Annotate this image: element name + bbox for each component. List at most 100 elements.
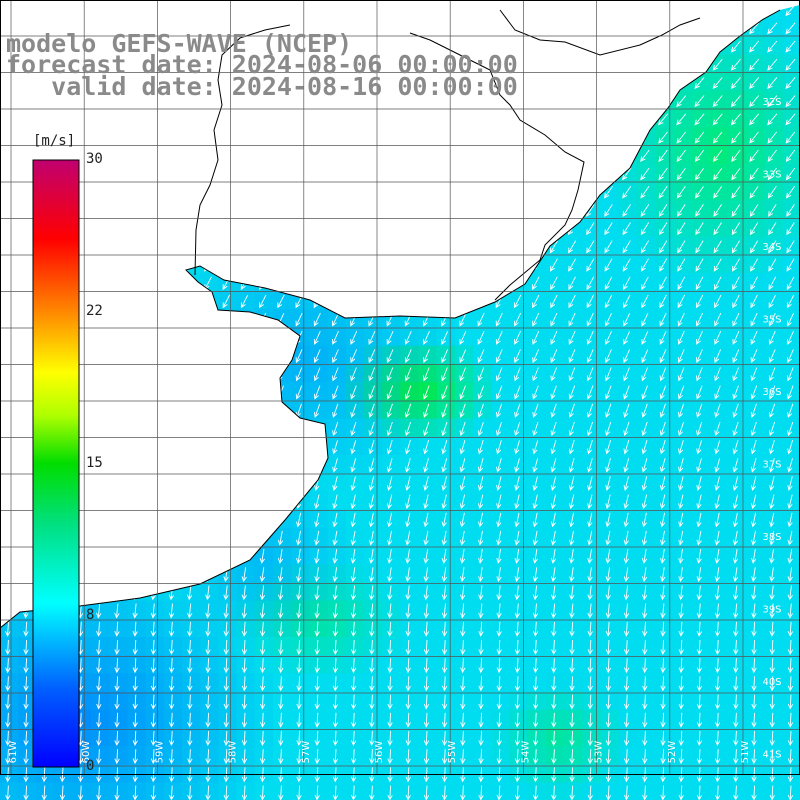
wind-arrow xyxy=(130,167,140,181)
wind-arrow xyxy=(623,458,630,473)
wind-arrow xyxy=(714,694,721,710)
wind-arrow xyxy=(223,639,229,655)
wind-arrow xyxy=(714,494,720,510)
wind-arrow xyxy=(204,439,211,455)
wind-arrow xyxy=(678,676,684,692)
wind-arrow xyxy=(658,22,669,35)
wind-arrow xyxy=(496,494,502,510)
wind-arrow xyxy=(314,712,320,728)
wind-arrow xyxy=(332,385,339,400)
wind-arrow xyxy=(131,204,140,217)
wind-arrow xyxy=(678,512,684,528)
wind-arrow xyxy=(460,658,466,674)
wind-arrow xyxy=(423,439,430,455)
wind-arrow xyxy=(312,131,323,144)
wind-arrow xyxy=(387,549,393,564)
wind-arrow xyxy=(132,439,138,455)
wind-arrow xyxy=(550,421,557,437)
wind-arrow xyxy=(295,258,304,272)
wind-arrow xyxy=(460,621,466,637)
wind-arrow xyxy=(4,294,12,309)
wind-arrow xyxy=(349,258,358,272)
wind-arrow xyxy=(660,549,666,564)
wind-arrow xyxy=(331,185,340,199)
wind-arrow xyxy=(551,621,557,637)
wind-arrow xyxy=(731,222,741,236)
wind-arrow xyxy=(239,131,250,144)
wind-arrow xyxy=(405,749,411,765)
wind-arrow xyxy=(368,421,375,437)
wind-arrow xyxy=(640,240,649,254)
wind-arrow xyxy=(314,439,320,455)
wind-arrow xyxy=(368,549,375,564)
wind-arrow xyxy=(714,439,721,455)
wind-arrow xyxy=(387,658,393,674)
wind-arrow xyxy=(623,403,630,418)
wind-arrow xyxy=(749,40,760,53)
wind-arrow xyxy=(695,276,704,291)
wind-arrow xyxy=(57,113,68,126)
wind-arrow xyxy=(385,222,395,236)
wind-arrow xyxy=(587,749,593,765)
wind-arrow xyxy=(531,185,541,199)
wind-arrow xyxy=(241,494,247,510)
wind-arrow xyxy=(150,694,157,710)
wind-arrow xyxy=(568,294,576,309)
wind-arrow xyxy=(23,712,29,728)
wind-arrow xyxy=(114,658,120,674)
wind-arrow xyxy=(495,258,504,272)
wind-arrow xyxy=(221,185,231,199)
wind-arrow xyxy=(23,621,29,637)
wind-arrow xyxy=(750,240,759,254)
wind-arrow xyxy=(622,204,631,217)
wind-arrow xyxy=(532,694,539,710)
wind-arrow xyxy=(387,621,393,637)
wind-arrow xyxy=(476,131,486,144)
wind-arrow xyxy=(314,694,320,710)
wind-arrow xyxy=(132,549,138,564)
wind-arrow xyxy=(222,240,231,254)
wind-arrow xyxy=(166,131,177,144)
wind-arrow xyxy=(678,530,684,546)
wind-arrow xyxy=(749,131,759,144)
wind-arrow xyxy=(586,294,594,309)
wind-arrow xyxy=(277,585,284,601)
wind-arrow xyxy=(459,294,467,309)
wind-arrow xyxy=(276,204,286,217)
wind-arrow xyxy=(332,712,339,728)
wind-arrow xyxy=(640,167,650,181)
wind-arrow xyxy=(441,567,448,583)
border-line xyxy=(194,24,291,276)
wind-arrow xyxy=(4,549,11,564)
latitude-label: 32S xyxy=(762,97,781,108)
wind-arrow xyxy=(278,639,284,655)
wind-arrow xyxy=(186,439,193,455)
wind-arrow xyxy=(348,149,359,162)
wind-arrow xyxy=(5,694,11,710)
wind-arrow xyxy=(459,530,466,546)
wind-arrow xyxy=(295,476,302,491)
wind-arrow xyxy=(731,185,741,199)
wind-arrow xyxy=(95,585,102,601)
wind-arrow xyxy=(330,131,341,144)
wind-arrow xyxy=(477,476,484,491)
title-valid-date: valid date: 2024-08-16 00:00:00 xyxy=(6,72,518,101)
wind-arrow xyxy=(441,658,448,674)
wind-arrow xyxy=(569,603,575,619)
wind-arrow xyxy=(405,439,411,455)
wind-arrow xyxy=(368,367,376,382)
wind-arrow xyxy=(94,240,103,254)
wind-arrow xyxy=(677,349,685,364)
wind-arrow xyxy=(204,331,212,345)
wind-arrow xyxy=(368,494,375,510)
wind-arrow xyxy=(550,312,558,327)
wind-arrow xyxy=(459,476,466,491)
wind-arrow xyxy=(369,676,375,692)
wind-arrow xyxy=(459,458,466,473)
wind-arrow xyxy=(4,367,12,382)
wind-arrow xyxy=(660,676,666,692)
wind-arrow xyxy=(312,113,323,126)
wind-arrow xyxy=(568,476,575,491)
wind-arrow xyxy=(423,585,429,601)
wind-arrow xyxy=(676,113,687,126)
